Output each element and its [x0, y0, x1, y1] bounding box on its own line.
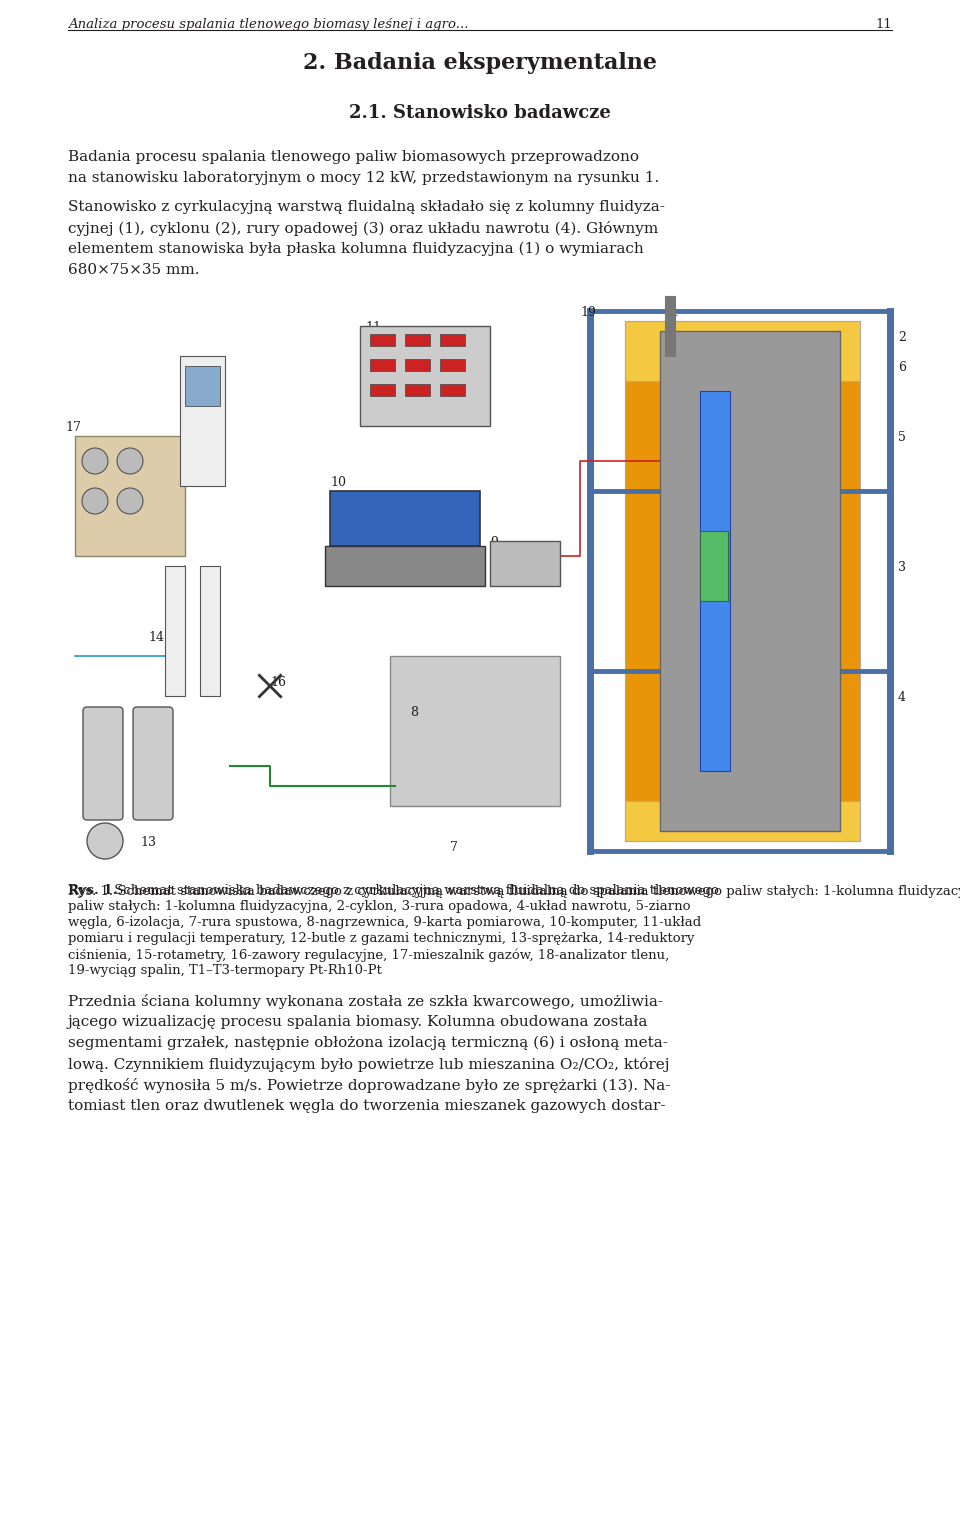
Bar: [700, 391, 730, 771]
Text: 1: 1: [670, 306, 678, 318]
Bar: [490, 541, 560, 586]
Text: Przednia ściana kolumny wykonana została ze szkła kwarcowego, umożliwia-: Przednia ściana kolumny wykonana została…: [68, 995, 663, 1010]
Text: na stanowisku laboratoryjnym o mocy 12 kW, przedstawionym na rysunku 1.: na stanowisku laboratoryjnym o mocy 12 k…: [68, 171, 660, 184]
Bar: [180, 356, 225, 486]
FancyBboxPatch shape: [133, 707, 173, 819]
Bar: [370, 359, 395, 372]
Text: Schemat stanowiska badawczego z cyrkulacyjną warstwą fluidalną do spalania tleno: Schemat stanowiska badawczego z cyrkulac…: [110, 883, 719, 897]
Text: Analiza procesu spalania tlenowego biomasy leśnej i agro...: Analiza procesu spalania tlenowego bioma…: [68, 18, 468, 30]
Circle shape: [82, 448, 108, 474]
Bar: [75, 436, 185, 556]
Bar: [390, 656, 560, 806]
Bar: [625, 321, 860, 381]
Text: 14: 14: [148, 631, 164, 644]
Text: 6: 6: [898, 361, 906, 375]
Text: Stanowisko z cyrkulacyjną warstwą fluidalną składało się z kolumny fluidyza-: Stanowisko z cyrkulacyjną warstwą fluida…: [68, 200, 665, 215]
FancyBboxPatch shape: [83, 707, 123, 819]
Text: 15: 15: [165, 650, 180, 664]
Text: Rys. 1. Schemat stanowiska badawczego z cyrkulacyjną warstwą fluidalną do spalan: Rys. 1. Schemat stanowiska badawczego z …: [68, 883, 960, 897]
Bar: [700, 532, 728, 602]
Circle shape: [82, 487, 108, 513]
Text: paliw stałych: 1-kolumna fluidyzacyjna, 2-cyklon, 3-rura opadowa, 4-układ nawrot: paliw stałych: 1-kolumna fluidyzacyjna, …: [68, 900, 690, 912]
Text: 17: 17: [65, 420, 81, 434]
Text: 9: 9: [490, 536, 498, 548]
Text: 2. Badania eksperymentalne: 2. Badania eksperymentalne: [303, 52, 657, 75]
Text: lową. Czynnikiem fluidyzującym było powietrze lub mieszanina O₂/CO₂, której: lową. Czynnikiem fluidyzującym było powi…: [68, 1057, 669, 1072]
Text: O₂: O₂: [100, 751, 112, 762]
Bar: [440, 359, 465, 372]
Text: 7: 7: [450, 841, 458, 854]
Bar: [185, 366, 220, 407]
Bar: [625, 321, 860, 841]
Text: pomiaru i regulacji temperatury, 12-butle z gazami technicznymi, 13-sprężarka, 1: pomiaru i regulacji temperatury, 12-butl…: [68, 932, 694, 944]
Bar: [625, 801, 860, 841]
Bar: [440, 334, 465, 346]
Text: 13: 13: [140, 836, 156, 848]
Text: 11: 11: [876, 18, 892, 30]
Text: T3: T3: [665, 466, 680, 480]
Bar: [405, 359, 430, 372]
Text: 10: 10: [330, 477, 346, 489]
Text: 4: 4: [898, 691, 906, 704]
Text: 680×75×35 mm.: 680×75×35 mm.: [68, 263, 200, 277]
Text: Rys. 1.: Rys. 1.: [68, 883, 117, 897]
Bar: [330, 490, 480, 547]
Text: węgla, 6-izolacja, 7-rura spustowa, 8-nagrzewnica, 9-karta pomiarowa, 10-kompute: węgla, 6-izolacja, 7-rura spustowa, 8-na…: [68, 915, 701, 929]
Text: 19-wyciąg spalin, T1–T3-termopary Pt-Rh10-Pt: 19-wyciąg spalin, T1–T3-termopary Pt-Rh1…: [68, 964, 382, 976]
Text: 2: 2: [898, 330, 906, 344]
Bar: [405, 384, 430, 396]
Text: 18: 18: [190, 466, 206, 480]
Circle shape: [117, 487, 143, 513]
Bar: [165, 567, 185, 696]
Text: 16: 16: [270, 676, 286, 688]
Text: CO: CO: [150, 751, 166, 762]
Circle shape: [117, 448, 143, 474]
Text: T2: T2: [665, 626, 680, 640]
Text: 19: 19: [580, 306, 596, 318]
Text: 5: 5: [898, 431, 906, 445]
Bar: [370, 334, 395, 346]
Text: elementem stanowiska była płaska kolumna fluidyzacyjna (1) o wymiarach: elementem stanowiska była płaska kolumna…: [68, 242, 644, 256]
Bar: [370, 384, 395, 396]
Bar: [440, 384, 465, 396]
Text: jącego wizualizację procesu spalania biomasy. Kolumna obudowana została: jącego wizualizację procesu spalania bio…: [68, 1014, 648, 1030]
Text: 2.1. Stanowisko badawcze: 2.1. Stanowisko badawcze: [349, 104, 611, 122]
Bar: [325, 547, 485, 586]
Text: cyjnej (1), cyklonu (2), rury opadowej (3) oraz układu nawrotu (4). Głównym: cyjnej (1), cyklonu (2), rury opadowej (…: [68, 221, 659, 236]
Text: 8: 8: [410, 707, 418, 719]
Bar: [360, 326, 490, 426]
Text: tomiast tlen oraz dwutlenek węgla do tworzenia mieszanek gazowych dostar-: tomiast tlen oraz dwutlenek węgla do two…: [68, 1100, 665, 1113]
Bar: [660, 330, 840, 832]
Text: 3: 3: [898, 560, 906, 574]
Text: Badania procesu spalania tlenowego paliw biomasowych przeprowadzono: Badania procesu spalania tlenowego paliw…: [68, 149, 639, 164]
Text: prędkość wynosiła 5 m/s. Powietrze doprowadzane było ze sprężarki (13). Na-: prędkość wynosiła 5 m/s. Powietrze dopro…: [68, 1078, 670, 1094]
Circle shape: [87, 822, 123, 859]
Text: T1: T1: [665, 755, 680, 769]
Bar: [68, 295, 892, 867]
Bar: [200, 567, 220, 696]
Bar: [405, 334, 430, 346]
Text: 12: 12: [87, 836, 103, 848]
Text: 11: 11: [365, 321, 381, 334]
Text: ciśnienia, 15-rotametry, 16-zawory regulacyjne, 17-mieszalnik gazów, 18-analizat: ciśnienia, 15-rotametry, 16-zawory regul…: [68, 947, 669, 961]
Text: segmentami grzałek, następnie obłożona izolacją termiczną (6) i osłoną meta-: segmentami grzałek, następnie obłożona i…: [68, 1036, 668, 1051]
